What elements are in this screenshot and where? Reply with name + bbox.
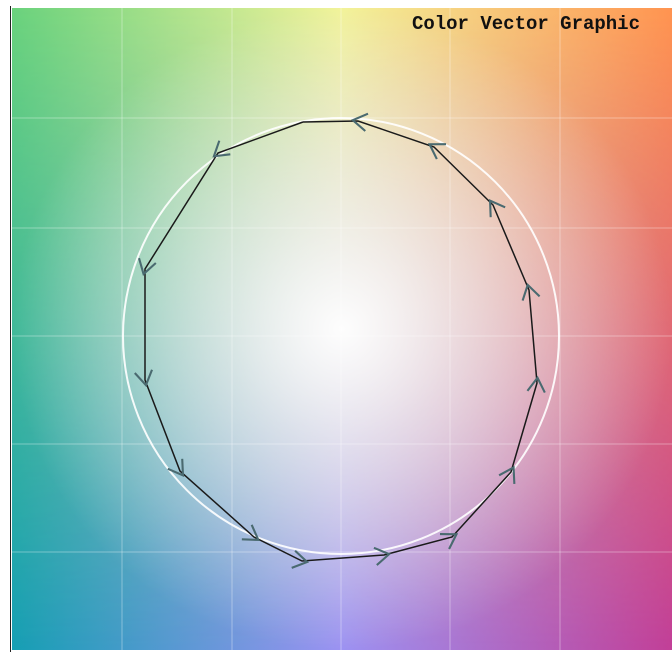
title: Color Vector Graphic <box>412 13 640 35</box>
vector-path <box>134 112 546 569</box>
